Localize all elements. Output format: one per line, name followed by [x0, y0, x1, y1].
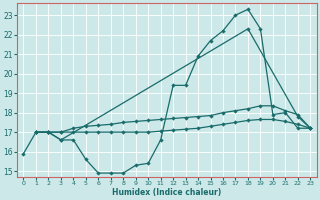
X-axis label: Humidex (Indice chaleur): Humidex (Indice chaleur)	[112, 188, 221, 197]
